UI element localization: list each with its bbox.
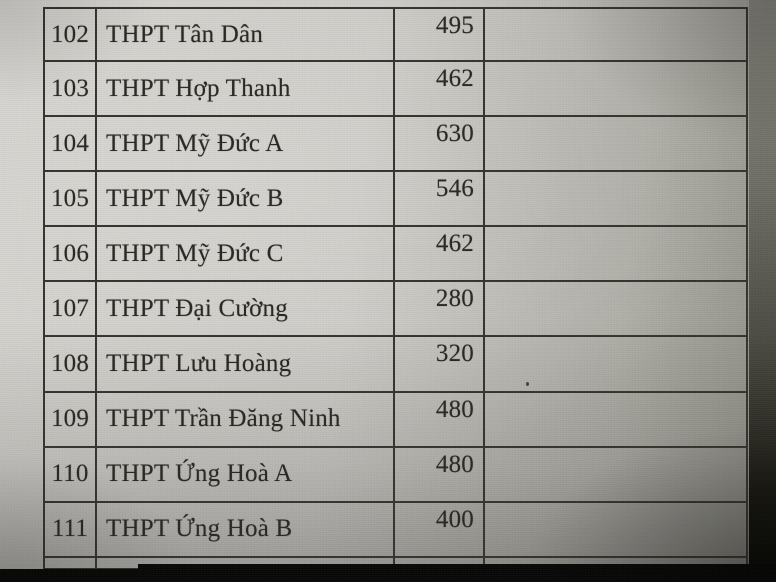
screen-edge-shadow xyxy=(749,0,776,582)
value-cell: 280 xyxy=(395,282,485,338)
row-index-cell: 108 xyxy=(45,337,97,393)
empty-cell xyxy=(485,9,746,62)
photo-bottom-cutoff xyxy=(0,569,776,582)
row-index-cell: 106 xyxy=(45,227,97,283)
empty-cell xyxy=(485,62,746,118)
dust-speck xyxy=(526,382,529,386)
row-index-cell: 102 xyxy=(45,9,97,62)
school-name-cell: THPT Mỹ Đức A xyxy=(97,117,395,173)
row-index-cell: 111 xyxy=(45,502,97,558)
school-name-cell: THPT Ứng Hoà A xyxy=(97,447,395,503)
empty-cell xyxy=(485,117,746,173)
school-name-cell: THPT Mỹ Đức B xyxy=(97,172,395,228)
empty-cell xyxy=(485,393,746,448)
school-name-cell: THPT Hợp Thanh xyxy=(97,62,395,118)
school-name-cell: THPT Lưu Hoàng xyxy=(97,337,395,393)
partial-row-cell xyxy=(97,557,395,568)
value-cell: 630 xyxy=(395,117,485,173)
partial-row-cell xyxy=(45,557,97,568)
school-name-cell: THPT Ứng Hoà B xyxy=(97,502,395,558)
school-scores-table: 102 THPT Tân Dân 495 103 THPT Hợp Thanh … xyxy=(43,7,748,570)
value-cell: 320 xyxy=(395,337,485,393)
row-index-cell: 109 xyxy=(45,392,97,448)
school-name-cell: THPT Đại Cường xyxy=(97,282,395,338)
value-cell: 400 xyxy=(395,502,485,558)
school-name-cell: THPT Mỹ Đức C xyxy=(97,227,395,283)
value-cell: 546 xyxy=(395,172,485,228)
value-cell: 495 xyxy=(395,9,485,62)
empty-cell xyxy=(485,282,746,338)
empty-cell xyxy=(485,337,746,393)
school-name-cell: THPT Tân Dân xyxy=(97,9,395,62)
value-cell: 462 xyxy=(395,62,485,118)
school-name-cell: THPT Trần Đăng Ninh xyxy=(97,392,395,448)
empty-cell xyxy=(485,503,746,558)
row-index-cell: 107 xyxy=(45,282,97,338)
row-index-cell: 105 xyxy=(45,172,97,228)
empty-cell xyxy=(485,448,746,503)
empty-cell xyxy=(485,227,746,283)
value-cell: 462 xyxy=(395,227,485,283)
row-index-cell: 104 xyxy=(45,117,97,173)
row-index-cell: 103 xyxy=(45,62,97,118)
value-cell: 480 xyxy=(395,447,485,503)
row-index-cell: 110 xyxy=(45,447,97,503)
value-cell: 480 xyxy=(395,392,485,448)
partial-row-cell xyxy=(395,557,485,568)
empty-cell xyxy=(485,172,746,228)
